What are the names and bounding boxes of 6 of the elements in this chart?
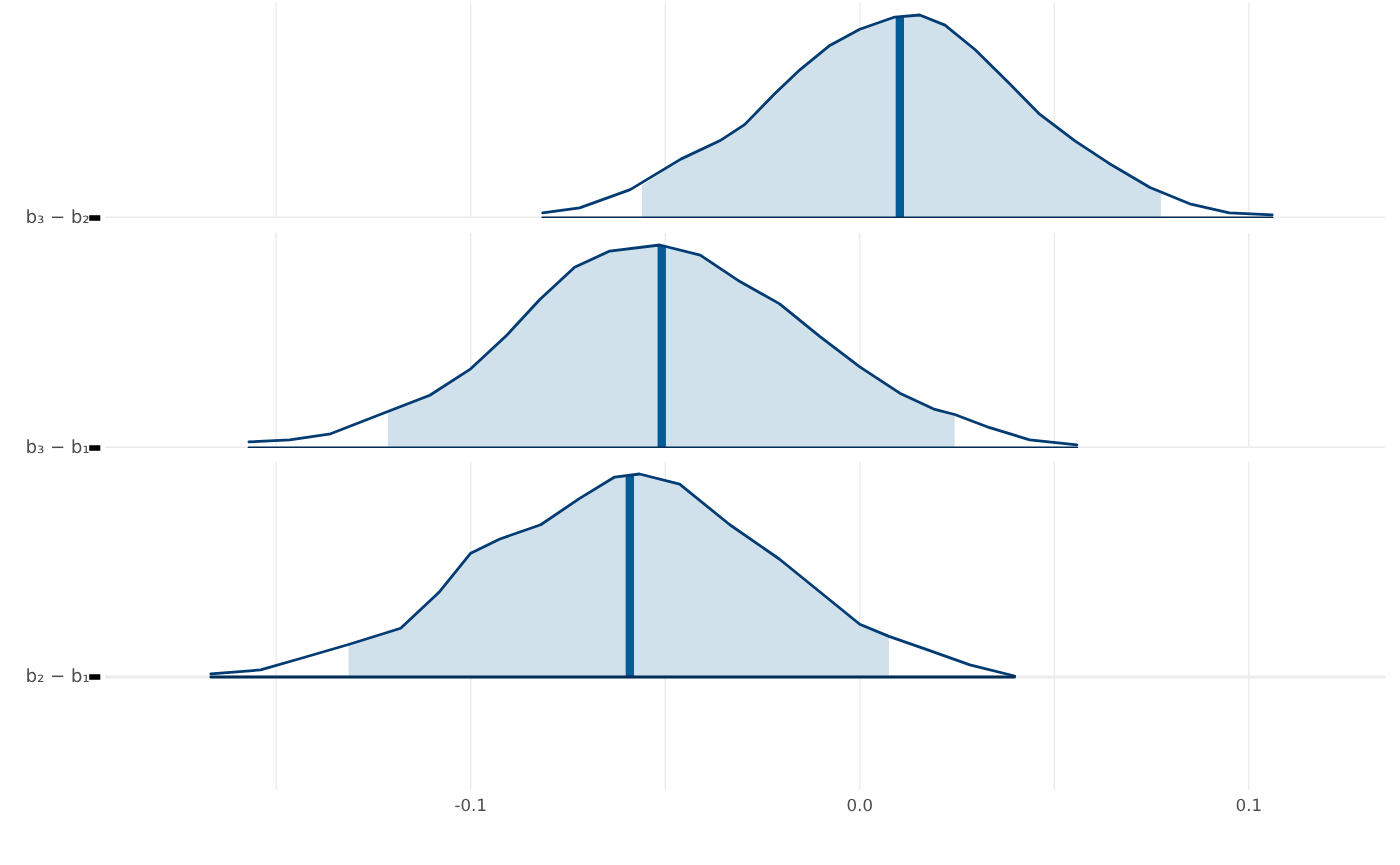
x-tick-label: 0.0 — [847, 798, 872, 812]
y-axis-title: b₃ − b₂ — [27, 209, 89, 224]
y-axis-title: b₃ − b₁ — [27, 439, 89, 454]
x-tick-label: 0.1 — [1236, 798, 1261, 812]
y-axis-title: b₂ − b₁ — [27, 668, 89, 683]
x-tick-label: -0.1 — [455, 798, 486, 812]
